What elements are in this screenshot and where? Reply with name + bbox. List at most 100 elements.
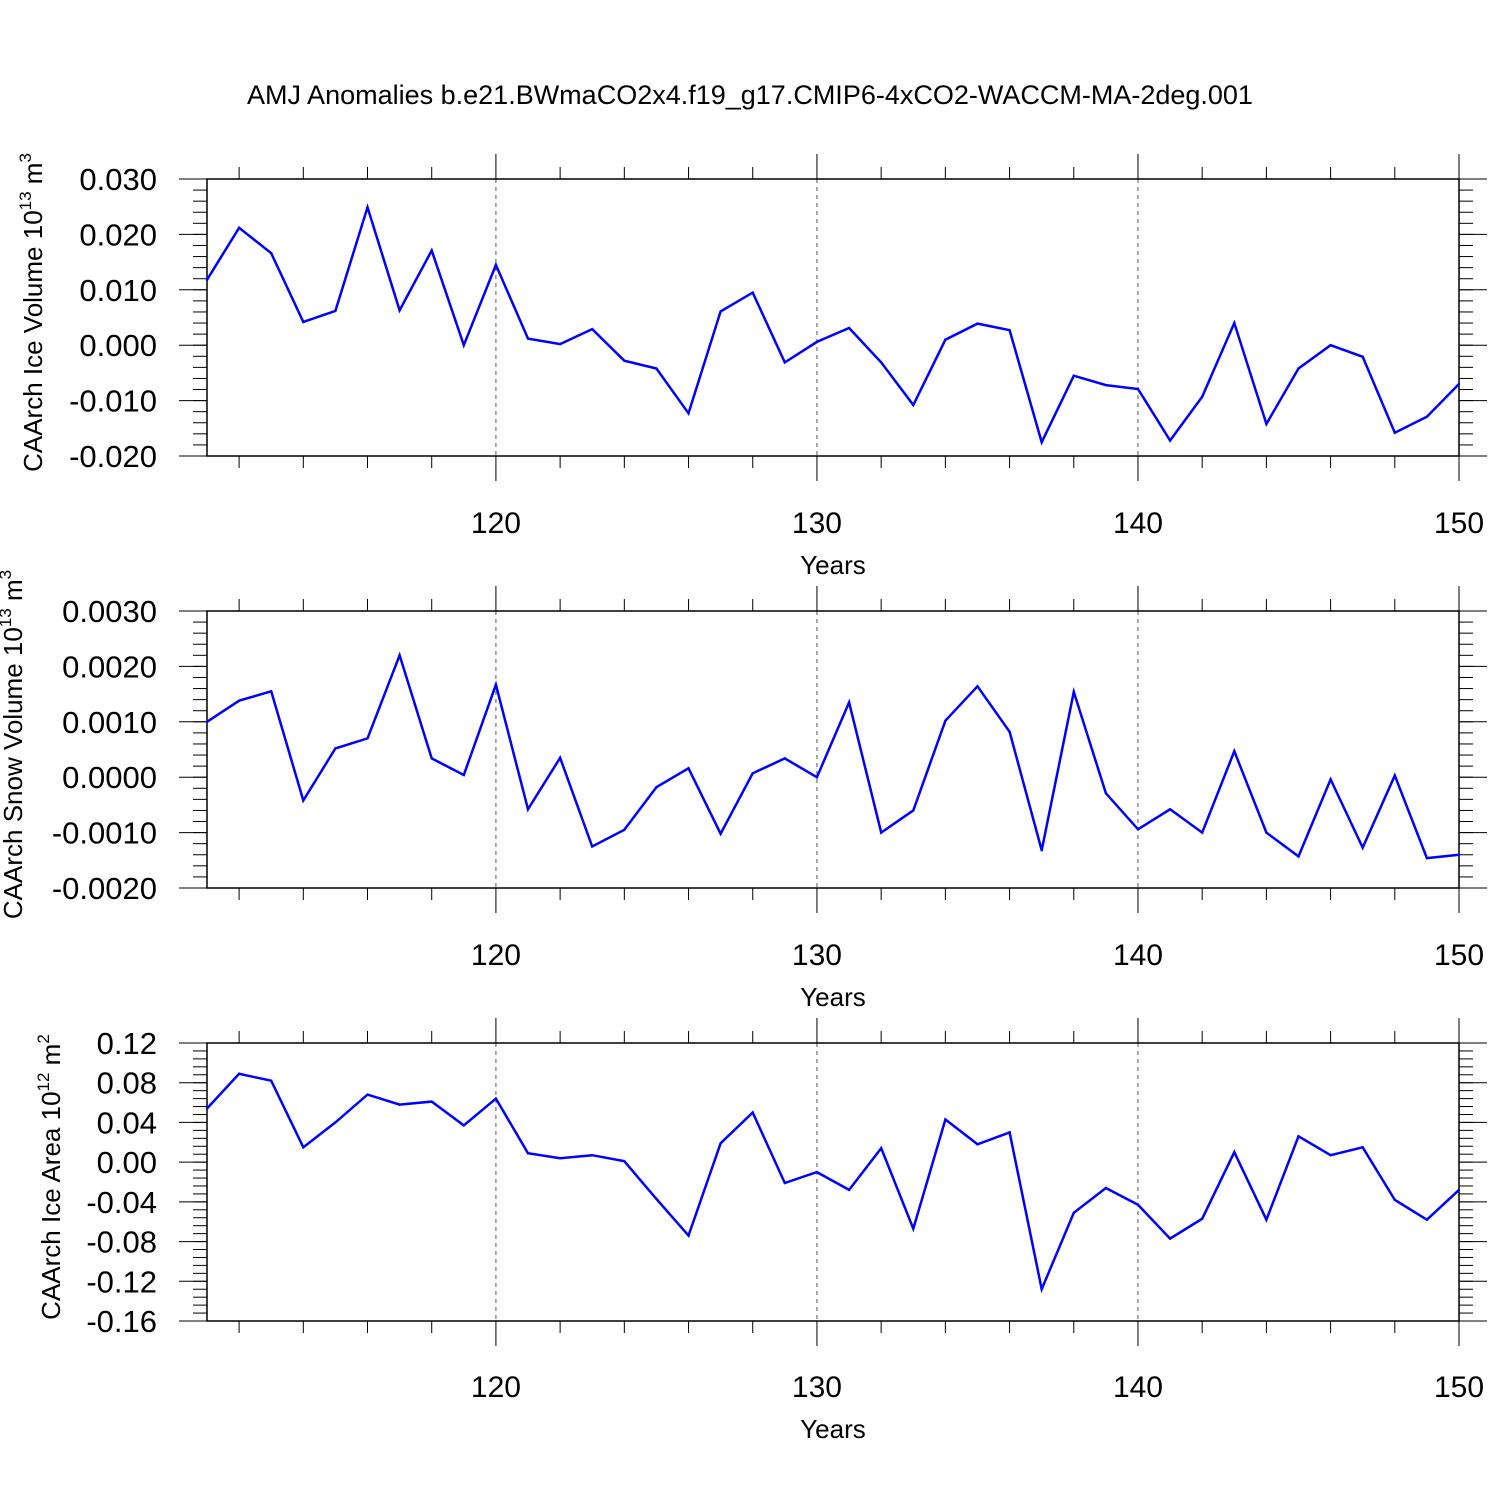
- x-tick-label: 120: [471, 1371, 521, 1404]
- data-point: [623, 359, 626, 362]
- data-point: [751, 1111, 754, 1114]
- data-point: [687, 767, 690, 770]
- plot-frame: [206, 1042, 1460, 1322]
- y-tick-label: -0.020: [69, 439, 157, 474]
- x-tick-label: 120: [471, 939, 521, 972]
- data-point: [366, 206, 369, 209]
- data-point: [1200, 831, 1204, 834]
- x-tick-label: 120: [471, 507, 521, 540]
- data-point: [1168, 1237, 1172, 1240]
- data-point: [976, 685, 979, 688]
- data-point: [719, 310, 722, 313]
- data-point: [1425, 856, 1429, 860]
- data-point: [879, 831, 883, 834]
- x-tick-label: 150: [1434, 1371, 1484, 1404]
- data-point: [430, 757, 433, 760]
- data-point: [334, 1121, 337, 1124]
- y-tick-label: -0.08: [86, 1225, 157, 1260]
- data-point: [655, 367, 658, 370]
- data-point: [1265, 1218, 1268, 1221]
- y-axis-label: CAArch Ice Volume 1013 m3: [16, 153, 48, 472]
- data-point: [1361, 1146, 1364, 1149]
- data-point: [847, 1188, 851, 1192]
- data-point: [462, 1124, 466, 1127]
- data-point: [783, 757, 787, 760]
- data-point: [1200, 395, 1204, 398]
- data-point: [687, 1234, 690, 1237]
- data-point: [1265, 422, 1268, 426]
- data-point: [366, 1093, 369, 1096]
- data-point: [334, 309, 337, 313]
- x-tick-label: 150: [1434, 507, 1484, 540]
- data-point: [205, 278, 209, 282]
- x-tick-label: 140: [1113, 939, 1163, 972]
- data-point: [1040, 440, 1043, 444]
- data-point: [366, 737, 369, 740]
- data-point: [1425, 1218, 1429, 1221]
- y-tick-label: 0.0020: [62, 649, 157, 684]
- data-point: [1393, 1198, 1396, 1202]
- data-point: [655, 785, 658, 789]
- data-point: [334, 747, 337, 750]
- data-point: [270, 1079, 273, 1082]
- data-point: [912, 403, 915, 407]
- data-point: [1233, 1151, 1236, 1154]
- data-point: [1040, 1288, 1043, 1291]
- y-tick-label: 0.04: [97, 1105, 157, 1140]
- y-tick-label: 0.12: [97, 1026, 157, 1061]
- y-tick-label: 0.010: [79, 273, 157, 308]
- data-point: [1072, 374, 1075, 377]
- data-point: [879, 361, 883, 364]
- x-tick-label: 130: [792, 939, 842, 972]
- data-point: [1104, 1186, 1108, 1190]
- data-point: [1233, 321, 1236, 325]
- data-point: [398, 1103, 401, 1106]
- data-point: [302, 320, 305, 324]
- x-axis-label: Years: [800, 550, 866, 580]
- plot-frame: [206, 178, 1460, 457]
- data-point: [783, 361, 787, 364]
- data-point: [623, 1159, 626, 1163]
- y-tick-label: -0.16: [86, 1304, 157, 1339]
- data-point: [302, 1146, 305, 1149]
- series-line: [206, 1072, 1460, 1294]
- x-tick-label: 130: [792, 507, 842, 540]
- data-point: [591, 327, 594, 331]
- data-point: [912, 809, 915, 812]
- data-point: [558, 1156, 562, 1160]
- data-point: [1329, 778, 1332, 781]
- data-point: [944, 1118, 947, 1121]
- y-tick-label: -0.12: [86, 1264, 157, 1299]
- data-point: [815, 776, 819, 779]
- x-tick-label: 130: [792, 1371, 842, 1404]
- y-axis-label: CAArch Ice Area 1012 m2: [34, 1034, 66, 1320]
- x-tick-label: 140: [1113, 507, 1163, 540]
- data-point: [462, 773, 466, 777]
- data-point: [815, 1170, 819, 1174]
- data-point: [526, 808, 530, 811]
- data-point: [526, 337, 530, 340]
- data-point: [1425, 415, 1429, 418]
- data-point: [1457, 853, 1461, 856]
- data-point: [687, 412, 690, 415]
- y-tick-label: -0.010: [69, 384, 157, 419]
- data-point: [398, 654, 401, 657]
- data-point: [591, 845, 594, 848]
- series-line: [205, 203, 1460, 446]
- data-point: [1136, 828, 1140, 831]
- data-point: [1393, 431, 1396, 434]
- data-point: [751, 772, 754, 775]
- data-point: [783, 1181, 787, 1185]
- data-point: [719, 832, 722, 835]
- y-tick-label: 0.000: [79, 328, 157, 363]
- data-point: [430, 249, 433, 252]
- data-point: [1008, 329, 1011, 332]
- data-point: [430, 1100, 433, 1103]
- y-tick-label: 0.020: [79, 217, 157, 252]
- data-point: [847, 326, 851, 330]
- data-point: [1168, 808, 1172, 811]
- data-point: [944, 719, 947, 722]
- data-point: [270, 252, 273, 255]
- data-point: [1265, 831, 1268, 834]
- data-point: [237, 1072, 241, 1075]
